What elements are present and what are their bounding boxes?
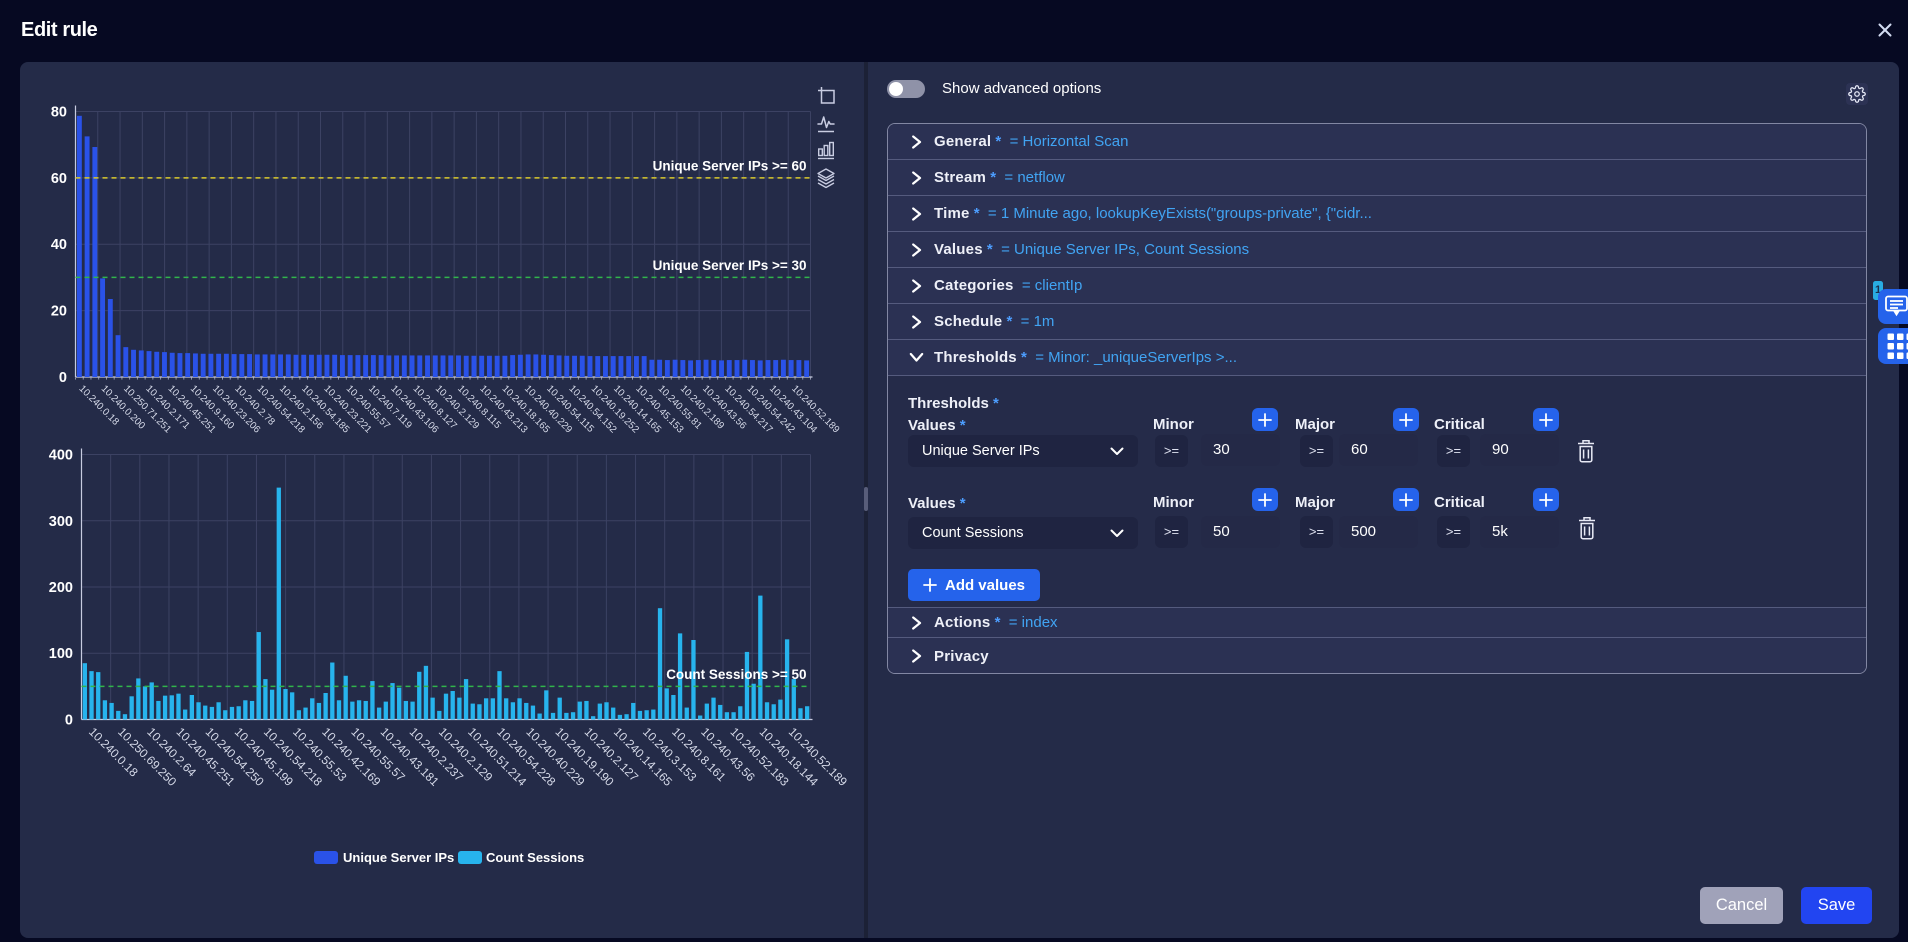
svg-text:80: 80 [51,105,67,121]
svg-text:Unique Server IPs: Unique Server IPs [343,850,454,865]
svg-text:Unique Server IPs >= 60: Unique Server IPs >= 60 [653,158,807,173]
svg-text:20: 20 [51,304,67,320]
svg-text:60: 60 [51,171,67,187]
svg-text:400: 400 [49,448,73,464]
svg-text:Unique Server IPs >= 30: Unique Server IPs >= 30 [653,258,807,273]
svg-text:200: 200 [49,580,73,596]
svg-text:0: 0 [65,713,73,729]
svg-text:0: 0 [59,370,67,386]
svg-text:100: 100 [49,646,73,662]
svg-text:40: 40 [51,237,67,253]
svg-text:Count Sessions: Count Sessions [486,850,584,865]
svg-text:Count Sessions >= 50: Count Sessions >= 50 [666,667,806,682]
svg-text:300: 300 [49,514,73,530]
